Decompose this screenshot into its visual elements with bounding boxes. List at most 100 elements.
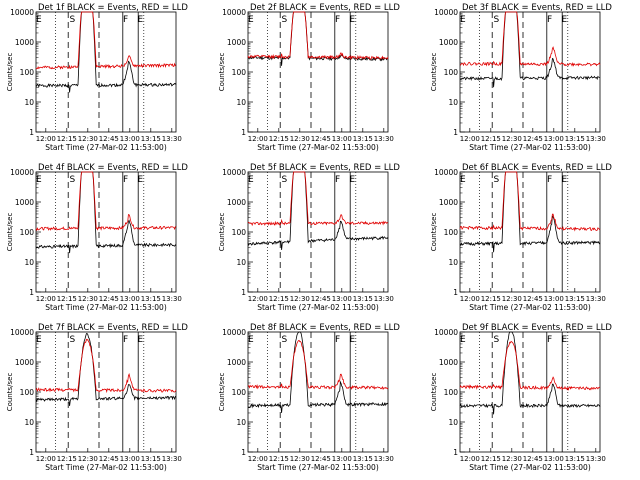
marker-letter: F (547, 175, 552, 185)
panel-title: Det 8f BLACK = Events, RED = LLD (250, 323, 400, 333)
x-tick-label: 12:00 (36, 455, 56, 463)
x-tick-label: 13:15 (565, 455, 585, 463)
detector-panel: Det 6f BLACK = Events, RED = LLD 1 10 100 10… (430, 163, 612, 312)
marker-letter: F (547, 335, 552, 345)
x-tick-label: 12:15 (481, 455, 501, 463)
x-tick-label: 13:30 (586, 455, 606, 463)
marker-letter: E (561, 335, 567, 345)
panel-title: Det 1f BLACK = Events, RED = LLD (38, 3, 188, 13)
y-axis-label: Counts/sec (430, 213, 438, 252)
y-tick-label: 10000 (434, 168, 458, 177)
panel-title: Det 4f BLACK = Events, RED = LLD (38, 163, 188, 173)
x-tick-label: 12:00 (248, 295, 268, 303)
marker-letter: F (335, 175, 340, 185)
x-tick-label: 13:00 (120, 295, 140, 303)
detector-panel: Det 7f BLACK = Events, RED = LLD 1 10 100 10… (6, 323, 188, 472)
x-tick-label: 13:00 (120, 455, 140, 463)
y-tick-label: 100 (444, 388, 459, 397)
y-tick-label: 10000 (10, 328, 34, 337)
marker-letter: S (70, 175, 76, 185)
y-tick-label: 10 (236, 98, 246, 107)
x-axis-label: Start Time (27-Mar-02 11:53:00) (45, 303, 167, 312)
plot-frame (247, 11, 389, 133)
x-tick-label: 12:00 (248, 455, 268, 463)
marker-letter: S (494, 335, 500, 345)
marker-letter: E (137, 175, 143, 185)
marker-letter: F (123, 335, 128, 345)
x-tick-label: 12:15 (269, 455, 289, 463)
lld-series-line (35, 338, 177, 394)
x-tick-label: 13:30 (374, 135, 394, 143)
x-tick-label: 12:30 (290, 295, 310, 303)
y-tick-label: 1000 (15, 358, 34, 367)
panel-title: Det 9f BLACK = Events, RED = LLD (462, 323, 612, 333)
x-tick-label: 12:45 (311, 295, 331, 303)
x-tick-label: 12:00 (460, 135, 480, 143)
x-axis-label: Start Time (27-Mar-02 11:53:00) (257, 143, 379, 152)
y-tick-label: 100 (444, 68, 459, 77)
x-tick-label: 12:30 (78, 295, 98, 303)
detector-panel: Det 3f BLACK = Events, RED = LLD 1 10 100 10… (430, 3, 612, 152)
y-tick-label: 1000 (439, 358, 458, 367)
x-axis-label: Start Time (27-Mar-02 11:53:00) (469, 143, 591, 152)
plot-frame (459, 11, 601, 133)
x-tick-label: 12:00 (36, 135, 56, 143)
marker-letter: E (137, 15, 143, 25)
x-tick-label: 12:15 (481, 135, 501, 143)
marker-letter: E (460, 15, 466, 25)
x-tick-label: 13:00 (544, 295, 564, 303)
x-tick-label: 12:45 (311, 455, 331, 463)
x-axis-label: Start Time (27-Mar-02 11:53:00) (469, 303, 591, 312)
y-tick-label: 10 (448, 418, 458, 427)
x-tick-label: 13:00 (544, 135, 564, 143)
x-tick-label: 12:45 (311, 135, 331, 143)
x-tick-label: 12:45 (99, 295, 119, 303)
panel-title: Det 6f BLACK = Events, RED = LLD (462, 163, 612, 173)
x-tick-label: 13:30 (162, 295, 182, 303)
events-series-line (35, 171, 177, 254)
panel-title: Det 7f BLACK = Events, RED = LLD (38, 323, 188, 333)
x-tick-label: 13:00 (332, 455, 352, 463)
events-series-line (247, 171, 389, 250)
plot-frame (247, 331, 389, 453)
x-tick-label: 12:30 (78, 135, 98, 143)
marker-letter: E (349, 175, 355, 185)
marker-letter: S (282, 335, 288, 345)
y-tick-label: 1000 (227, 358, 246, 367)
y-tick-label: 100 (232, 388, 247, 397)
y-tick-label: 10 (448, 258, 458, 267)
lld-series-line (247, 171, 389, 227)
y-tick-label: 10 (236, 418, 246, 427)
marker-letter: E (36, 175, 42, 185)
x-tick-label: 12:30 (502, 295, 522, 303)
x-tick-label: 12:45 (99, 135, 119, 143)
y-tick-label: 10000 (222, 328, 246, 337)
marker-letter: E (561, 15, 567, 25)
y-tick-label: 1 (241, 448, 246, 457)
x-tick-label: 12:15 (481, 295, 501, 303)
marker-letter: F (123, 15, 128, 25)
y-tick-label: 1 (29, 128, 34, 137)
x-tick-label: 12:45 (523, 295, 543, 303)
y-tick-label: 10 (236, 258, 246, 267)
marker-letter: E (248, 175, 254, 185)
marker-letter: E (248, 15, 254, 25)
x-tick-label: 12:45 (523, 135, 543, 143)
marker-letter: E (460, 335, 466, 345)
y-axis-label: Counts/sec (218, 213, 226, 252)
x-tick-label: 12:15 (269, 295, 289, 303)
lld-series-line (459, 171, 601, 232)
marker-letter: F (547, 15, 552, 25)
x-tick-label: 12:15 (269, 135, 289, 143)
x-tick-label: 12:15 (57, 295, 77, 303)
y-axis-label: Counts/sec (6, 213, 14, 252)
plot-frame (35, 11, 177, 133)
y-tick-label: 1 (241, 288, 246, 297)
y-tick-label: 10000 (434, 328, 458, 337)
x-tick-label: 12:15 (57, 455, 77, 463)
x-tick-label: 12:30 (502, 135, 522, 143)
x-axis-label: Start Time (27-Mar-02 11:53:00) (45, 463, 167, 472)
x-tick-label: 12:30 (78, 455, 98, 463)
events-series-line (35, 333, 176, 407)
